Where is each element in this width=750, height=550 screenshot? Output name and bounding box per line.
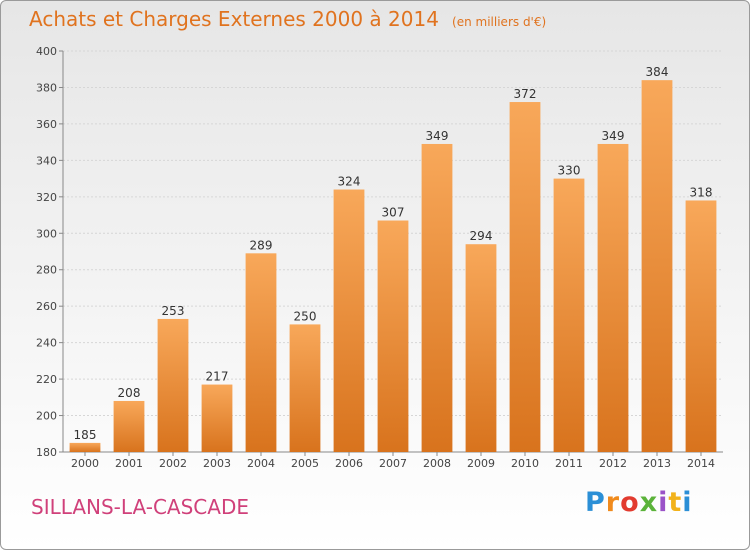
x-tick-label-2000: 2000	[71, 457, 99, 470]
data-label-2000: 185	[74, 428, 97, 442]
bar-2000	[69, 442, 101, 452]
bar-2007	[377, 220, 409, 452]
data-label-2011: 330	[558, 164, 581, 178]
y-tick-label: 260	[36, 300, 57, 313]
x-tick-label-2007: 2007	[379, 457, 407, 470]
x-tick-label-2001: 2001	[115, 457, 143, 470]
bar-2004	[245, 253, 277, 452]
y-tick-label: 180	[36, 446, 57, 459]
bar-2014	[685, 200, 717, 452]
data-label-2004: 289	[250, 238, 273, 252]
y-tick-label: 400	[36, 45, 57, 58]
bar-2001	[113, 400, 145, 452]
y-tick-label: 320	[36, 191, 57, 204]
bar-2002	[157, 318, 189, 452]
bar-2006	[333, 189, 365, 452]
y-tick-label: 340	[36, 154, 57, 167]
chart-title: Achats et Charges Externes 2000 à 2014	[29, 7, 439, 31]
y-tick-label: 220	[36, 373, 57, 386]
bar-2008	[421, 143, 453, 452]
data-label-2014: 318	[690, 185, 713, 199]
bar-2013	[641, 80, 673, 452]
x-tick-label-2012: 2012	[599, 457, 627, 470]
title-row: Achats et Charges Externes 2000 à 2014 (…	[29, 7, 546, 31]
x-tick-label-2005: 2005	[291, 457, 319, 470]
y-tick-label: 200	[36, 410, 57, 423]
y-tick-label: 300	[36, 227, 57, 240]
data-label-2002: 253	[162, 304, 185, 318]
x-tick-label-2006: 2006	[335, 457, 363, 470]
chart-unit: (en milliers d'€)	[452, 15, 547, 29]
x-tick-label-2014: 2014	[687, 457, 715, 470]
x-tick-label-2009: 2009	[467, 457, 495, 470]
bar-2012	[597, 143, 629, 452]
x-tick-label-2010: 2010	[511, 457, 539, 470]
data-label-2008: 349	[426, 129, 449, 143]
y-tick-label: 280	[36, 264, 57, 277]
bar-layer	[69, 80, 717, 452]
y-tick-label: 380	[36, 81, 57, 94]
data-label-2012: 349	[602, 129, 625, 143]
data-label-2006: 324	[338, 175, 361, 189]
data-label-2010: 372	[514, 87, 537, 101]
proxiti-logo: Proxiti	[585, 487, 693, 518]
bar-2010	[509, 102, 541, 452]
x-tick-label-2011: 2011	[555, 457, 583, 470]
data-label-2003: 217	[206, 370, 229, 384]
x-tick-label-2004: 2004	[247, 457, 275, 470]
data-label-2007: 307	[382, 206, 405, 220]
y-tick-label: 360	[36, 118, 57, 131]
data-label-2013: 384	[646, 65, 669, 79]
bar-2003	[201, 384, 233, 452]
x-tick-label-2013: 2013	[643, 457, 671, 470]
data-label-2005: 250	[294, 309, 317, 323]
x-tick-label-2002: 2002	[159, 457, 187, 470]
bar-2011	[553, 178, 585, 452]
label-layer: 180 200 220 240 260 280 300 320 340 360 380 400 185 2…	[36, 45, 715, 470]
bar-2005	[289, 324, 321, 452]
commune-name: SILLANS-LA-CASCADE	[31, 495, 249, 519]
bar-2009	[465, 244, 497, 452]
data-label-2001: 208	[118, 386, 141, 400]
x-tick-label-2008: 2008	[423, 457, 451, 470]
y-tick-label: 240	[36, 337, 57, 350]
x-tick-label-2003: 2003	[203, 457, 231, 470]
data-label-2009: 294	[470, 229, 493, 243]
